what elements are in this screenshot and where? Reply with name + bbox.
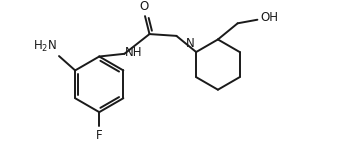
- Text: F: F: [96, 129, 103, 142]
- Text: NH: NH: [125, 46, 143, 59]
- Text: O: O: [139, 0, 149, 13]
- Text: H$_2$N: H$_2$N: [33, 39, 57, 54]
- Text: OH: OH: [260, 11, 278, 24]
- Text: N: N: [186, 37, 194, 50]
